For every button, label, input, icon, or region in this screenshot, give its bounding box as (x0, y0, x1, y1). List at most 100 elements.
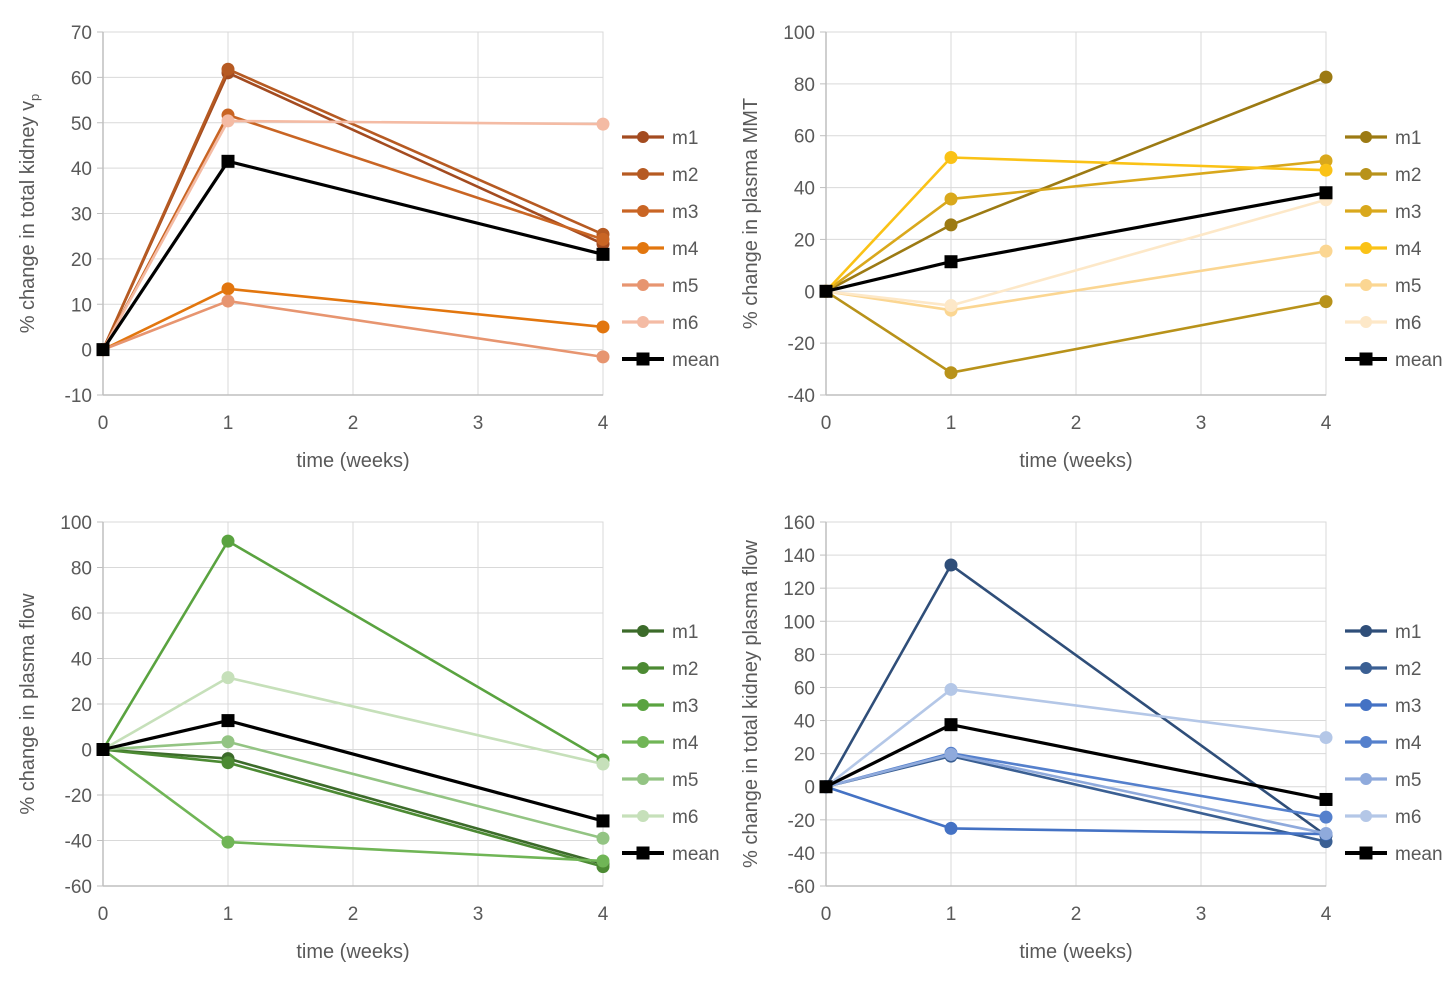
legend-item-m5[interactable]: m5 (622, 770, 698, 791)
legend-item-m5[interactable]: m5 (622, 276, 698, 297)
data-point-marker (944, 255, 958, 269)
x-axis-tick-label: 4 (598, 904, 609, 925)
legend-item-label: m4 (1395, 733, 1422, 754)
series-mean (96, 714, 610, 828)
legend-item-m3[interactable]: m3 (1345, 696, 1421, 717)
legend-item-label: m6 (672, 313, 698, 334)
data-point-marker (96, 343, 110, 357)
legend-item-m6[interactable]: m6 (622, 807, 698, 828)
y-axis-tick-label: 60 (71, 68, 92, 89)
legend-swatch-marker (637, 242, 649, 254)
data-point-marker (1319, 827, 1333, 841)
legend-item-m4[interactable]: m4 (622, 239, 699, 260)
x-axis-tick-label: 3 (473, 413, 484, 434)
x-axis-tick-label: 2 (348, 413, 359, 434)
legend-swatch-marker (1359, 352, 1373, 366)
chart-panel-panel-mmt: -40 -20 0 20 40 60 80 100 0 1 2 3 4 time (weeks) % cha… (723, 0, 1446, 490)
x-axis-tick-label: 0 (821, 413, 832, 434)
legend-swatch-marker (637, 131, 649, 143)
y-axis-tick-label: -40 (788, 844, 815, 865)
legend-item-mean[interactable]: mean (1345, 844, 1443, 865)
x-axis-tick-label: 0 (98, 904, 109, 925)
x-axis-tick-label: 0 (821, 904, 832, 925)
y-axis-title: % change in total kidney vp (17, 94, 42, 334)
legend-item-m6[interactable]: m6 (622, 313, 698, 334)
legend-item-m6[interactable]: m6 (1345, 313, 1421, 334)
y-axis-tick-label: 80 (794, 75, 815, 96)
legend-item-label: m2 (1395, 165, 1421, 186)
y-axis-tick-label: 100 (783, 23, 815, 44)
legend-swatch-marker (1359, 846, 1373, 860)
y-axis-tick-label: 70 (71, 23, 92, 44)
legend-swatch-marker (637, 662, 649, 674)
legend-item-label: m4 (1395, 239, 1422, 260)
legend-item-m3[interactable]: m3 (622, 696, 698, 717)
data-point-marker (1319, 70, 1333, 84)
legend-item-label: m6 (672, 807, 698, 828)
x-axis-title: time (weeks) (1019, 450, 1132, 472)
y-axis-title: % change in plasma flow (17, 593, 39, 815)
y-axis-tick-label: 40 (794, 712, 815, 733)
y-axis-tick-label: 60 (71, 604, 92, 625)
y-axis-tick-label: 20 (794, 745, 815, 766)
data-point-marker (944, 747, 958, 761)
x-axis-tick-label: 1 (946, 904, 957, 925)
series-mean (819, 718, 1333, 806)
legend-item-label: m5 (672, 770, 698, 791)
legend-item-m2[interactable]: m2 (1345, 165, 1421, 186)
data-point-marker (221, 154, 235, 168)
legend-item-m1[interactable]: m1 (622, 622, 698, 643)
x-axis-tick-label: 3 (1196, 904, 1207, 925)
x-axis-tick-label: 1 (223, 413, 234, 434)
x-axis-tick-label: 4 (1321, 413, 1332, 434)
y-axis-tick-label: 20 (71, 695, 92, 716)
legend-item-m4[interactable]: m4 (1345, 239, 1422, 260)
legend-item-m3[interactable]: m3 (622, 202, 698, 223)
data-point-marker (221, 671, 235, 685)
y-axis-tick-label: 80 (794, 645, 815, 666)
data-point-marker (221, 756, 235, 770)
legend-item-m5[interactable]: m5 (1345, 276, 1421, 297)
chart-panel-mmt: -40 -20 0 20 40 60 80 100 0 1 2 3 4 time (weeks) % cha… (740, 23, 1443, 472)
legend-swatch-marker (636, 846, 650, 860)
y-axis-tick-label: 20 (71, 250, 92, 271)
chart-panel-vp: -10 0 10 20 30 40 50 60 70 0 1 2 3 4 time (weeks) % cha… (17, 23, 720, 472)
chart-legend: m1 m2 m3 m4 m5 m6 mean (1345, 622, 1443, 865)
legend-item-label: m5 (1395, 770, 1421, 791)
legend-item-mean[interactable]: mean (622, 844, 720, 865)
chart-panel-plasma-flow: -60 -40 -20 0 20 40 60 80 100 0 1 2 3 4 time (weeks) % … (17, 513, 720, 963)
y-axis-tick-label: -40 (65, 832, 92, 853)
legend-item-label: m1 (1395, 622, 1421, 643)
x-axis-title: time (weeks) (296, 941, 409, 963)
legend-item-mean[interactable]: mean (1345, 350, 1443, 371)
legend-swatch-marker (1360, 205, 1372, 217)
legend-item-label: m2 (672, 659, 698, 680)
legend-item-label: m1 (1395, 128, 1421, 149)
y-axis-tick-label: 100 (60, 513, 92, 534)
legend-item-m3[interactable]: m3 (1345, 202, 1421, 223)
y-axis-tick-label: -10 (65, 386, 92, 407)
legend-item-mean[interactable]: mean (622, 350, 720, 371)
legend-item-m2[interactable]: m2 (622, 659, 698, 680)
y-axis-tick-label: 10 (71, 295, 92, 316)
legend-item-label: m5 (672, 276, 698, 297)
data-point-marker (96, 743, 110, 756)
data-point-marker (944, 718, 958, 732)
legend-item-m6[interactable]: m6 (1345, 807, 1421, 828)
y-axis-tick-label: -40 (788, 386, 815, 407)
legend-swatch-marker (1360, 773, 1372, 785)
legend-item-label: m1 (672, 622, 698, 643)
data-point-marker (596, 117, 610, 131)
legend-item-m4[interactable]: m4 (622, 733, 699, 754)
legend-item-m2[interactable]: m2 (622, 165, 698, 186)
legend-item-m1[interactable]: m1 (1345, 622, 1421, 643)
x-axis-tick-label: 3 (1196, 413, 1207, 434)
legend-swatch-marker (637, 316, 649, 328)
legend-item-m5[interactable]: m5 (1345, 770, 1421, 791)
y-axis-tick-label: 40 (71, 650, 92, 671)
legend-item-m1[interactable]: m1 (622, 128, 698, 149)
legend-item-m1[interactable]: m1 (1345, 128, 1421, 149)
legend-item-m4[interactable]: m4 (1345, 733, 1422, 754)
legend-item-m2[interactable]: m2 (1345, 659, 1421, 680)
